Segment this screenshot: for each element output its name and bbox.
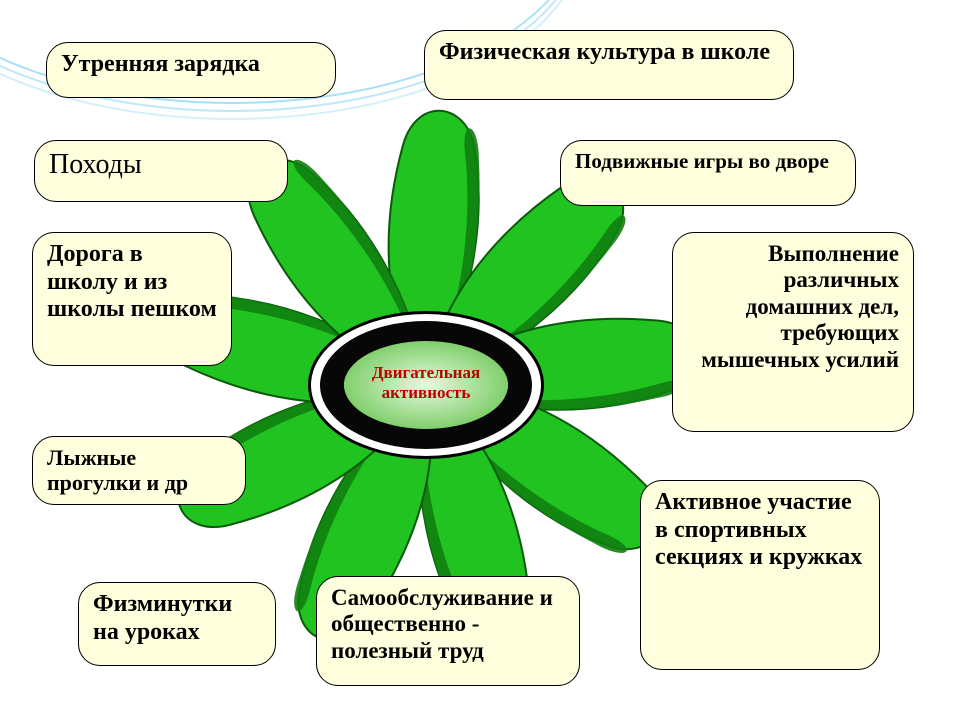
diagram-canvas: Двигательная активность Утренняя зарядка…	[0, 0, 960, 720]
concept-box-label: Выполнение различных домашних дел, требу…	[687, 241, 899, 373]
concept-box-sports-sections: Активное участие в спортивных секциях и …	[640, 480, 880, 670]
center-label: Двигательная активность	[348, 363, 504, 404]
concept-box-walk-to-school: Дорога в школу и из школы пешком	[32, 232, 232, 366]
concept-box-label: Физическая культура в школе	[439, 39, 779, 67]
concept-box-label: Лыжные прогулки и др	[47, 445, 231, 496]
concept-box-household-chores: Выполнение различных домашних дел, требу…	[672, 232, 914, 432]
concept-box-label: Активное участие в спортивных секциях и …	[655, 489, 865, 572]
concept-box-label: Подвижные игры во дворе	[575, 149, 841, 173]
concept-box-label: Утренняя зарядка	[61, 51, 321, 79]
concept-box-yard-games: Подвижные игры во дворе	[560, 140, 856, 206]
concept-box-phys-minutes: Физминутки на уроках	[78, 582, 276, 666]
concept-box-label: Походы	[49, 149, 273, 181]
concept-box-label: Физминутки на уроках	[93, 591, 261, 646]
concept-box-hikes: Походы	[34, 140, 288, 202]
concept-box-label: Самообслуживание и общественно - полезны…	[331, 585, 565, 664]
concept-box-pe-at-school: Физическая культура в школе	[424, 30, 794, 100]
concept-box-morning-exercise: Утренняя зарядка	[46, 42, 336, 98]
concept-box-self-service: Самообслуживание и общественно - полезны…	[316, 576, 580, 686]
concept-box-skiing: Лыжные прогулки и др	[32, 436, 246, 505]
concept-box-label: Дорога в школу и из школы пешком	[47, 241, 217, 324]
